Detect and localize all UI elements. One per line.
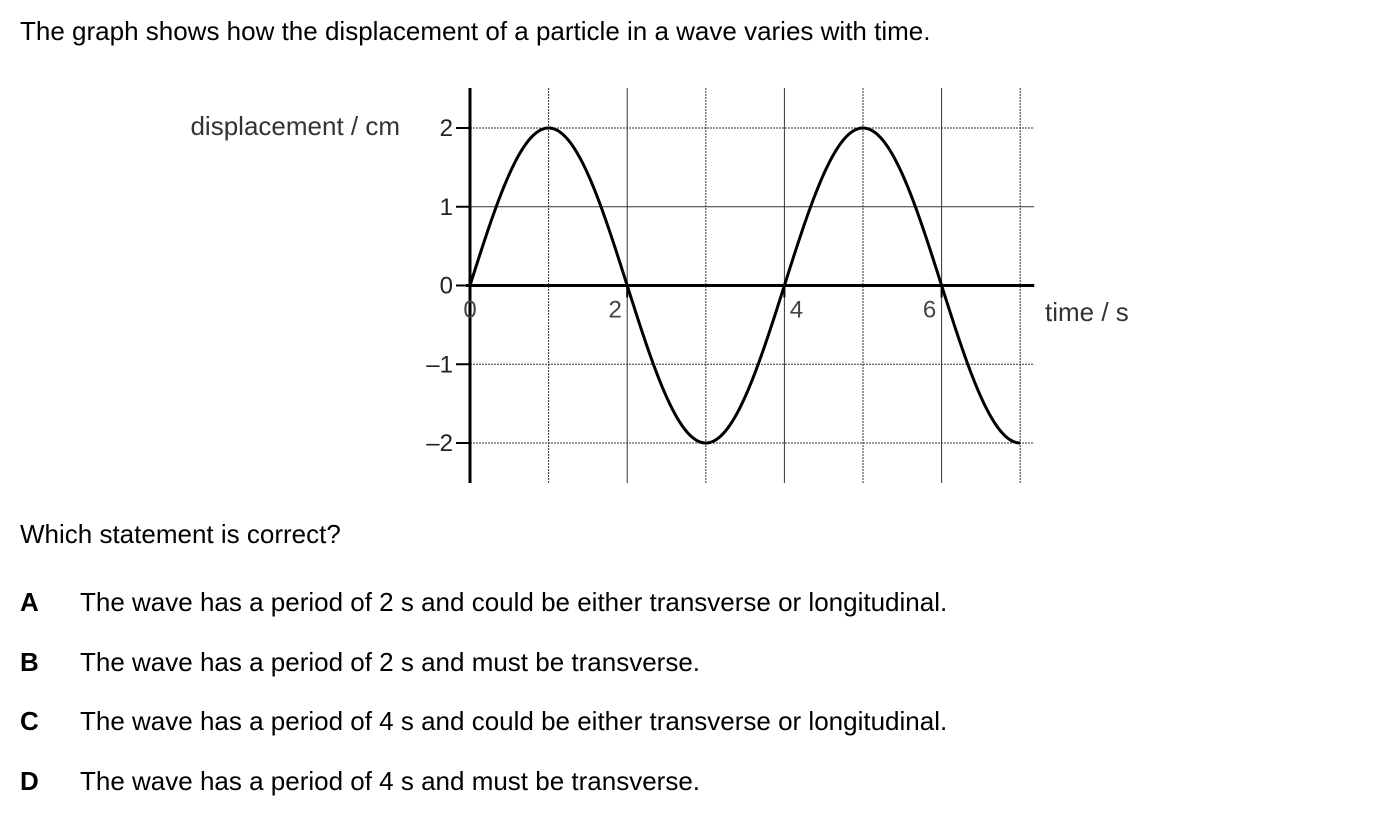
y-tick-label: –1 <box>426 351 453 378</box>
question-intro: The graph shows how the displacement of … <box>20 16 931 46</box>
x-axis-label: time / s <box>1045 297 1129 327</box>
option-a-letter: A <box>20 587 39 617</box>
x-tick-label: 0 <box>463 297 476 324</box>
option-d-letter: D <box>20 766 39 796</box>
x-tick-label: 4 <box>790 297 803 324</box>
wave-curve <box>468 126 1021 445</box>
y-tick-label: 1 <box>440 194 453 221</box>
option-c-text: The wave has a period of 4 s and could b… <box>80 706 948 736</box>
x-tick-label: 6 <box>923 297 936 324</box>
option-b-text: The wave has a period of 2 s and must be… <box>80 647 701 677</box>
option-d-text: The wave has a period of 4 s and must be… <box>80 766 701 796</box>
y-tick-label: 0 <box>440 273 453 300</box>
y-tick-label: –2 <box>426 430 453 457</box>
x-tick-label: 2 <box>609 297 622 324</box>
y-axis-label: displacement / cm <box>190 111 400 141</box>
displacement-time-graph: 2 1 0 –1 –2 0 2 4 6 displacement / cm time / s <box>190 88 1129 483</box>
question-prompt: Which statement is correct? <box>20 519 341 549</box>
y-tick-label: 2 <box>440 115 453 142</box>
option-a-text: The wave has a period of 2 s and could b… <box>80 587 948 617</box>
option-c-letter: C <box>20 706 39 736</box>
option-b-letter: B <box>20 647 39 677</box>
